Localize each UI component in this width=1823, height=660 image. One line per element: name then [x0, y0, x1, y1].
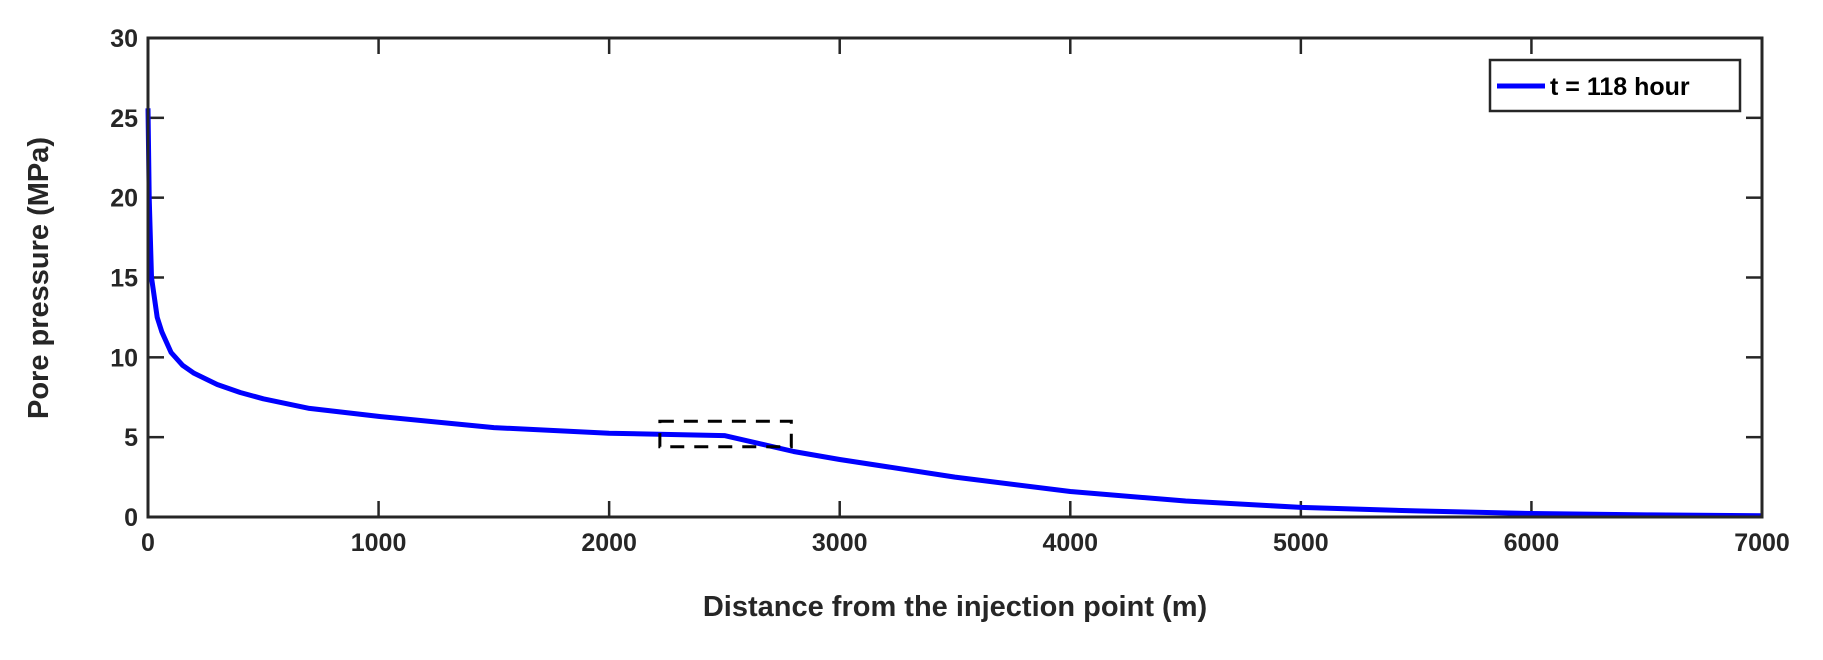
legend: t = 118 hour — [1488, 58, 1742, 113]
x-axis-label: Distance from the injection point (m) — [703, 591, 1207, 623]
x-tick-label: 3000 — [812, 529, 868, 557]
y-tick-label: 10 — [110, 344, 138, 372]
series-line — [145, 108, 1763, 519]
x-tick-label: 4000 — [1042, 529, 1098, 557]
y-axis-label: Pore pressure (MPa) — [23, 137, 55, 419]
axis-ticks: 0 1000 2000 3000 4000 5000 6000 7000 0 5 10 15 20 25 3… — [110, 25, 1790, 557]
plot-frame — [146, 36, 1764, 519]
dashed-highlight-box — [658, 419, 793, 449]
x-tick-label: 2000 — [581, 529, 637, 557]
y-tick-label: 15 — [110, 265, 138, 293]
y-tick-label: 30 — [110, 25, 138, 53]
y-tick-label: 25 — [110, 105, 138, 133]
x-tick-label: 0 — [141, 529, 155, 557]
x-tick-label: 6000 — [1504, 529, 1560, 557]
x-tick-label: 1000 — [351, 529, 407, 557]
y-tick-label: 5 — [124, 424, 138, 452]
y-tick-label: 0 — [124, 504, 138, 532]
legend-label: t = 118 hour — [1550, 73, 1690, 101]
x-tick-label: 5000 — [1273, 529, 1329, 557]
plot-marks — [145, 108, 1763, 519]
x-tick-label: 7000 — [1734, 529, 1790, 557]
y-tick-label: 20 — [110, 185, 138, 213]
